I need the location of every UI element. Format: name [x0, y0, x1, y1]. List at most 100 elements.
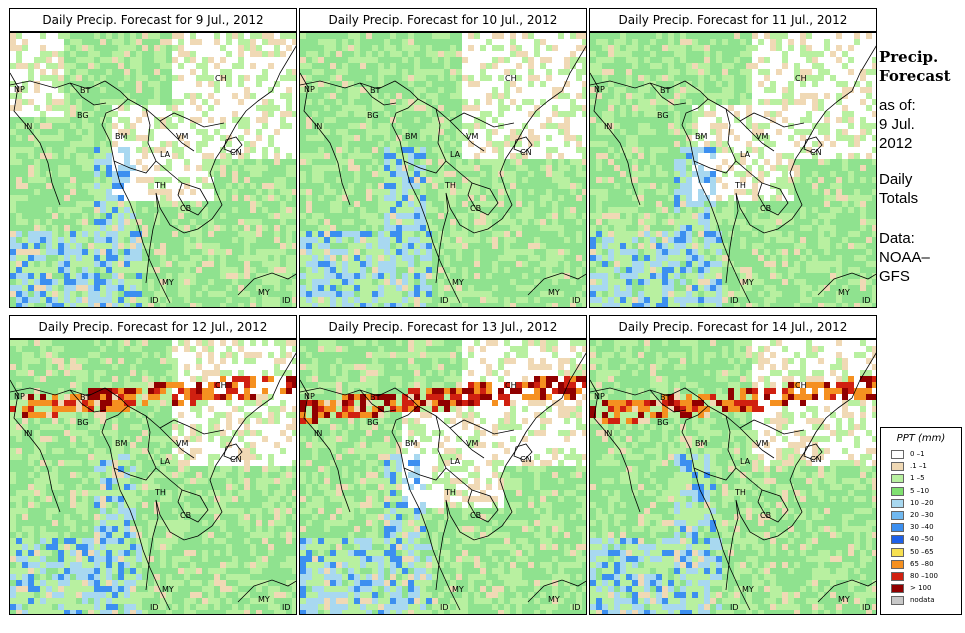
side-data-line2: NOAA–: [879, 249, 930, 266]
country-label-bm: BM: [405, 439, 418, 448]
country-label-vm: VM: [176, 132, 189, 141]
forecast-panel-6: Daily Precip. Forecast for 14 Jul., 2012…: [589, 315, 877, 615]
legend-swatch: [891, 572, 904, 581]
legend-swatch: [891, 584, 904, 594]
forecast-panel-1: Daily Precip. Forecast for 9 Jul., 2012 C…: [9, 8, 297, 308]
precip-map: CH NP BT IN BG BM VM LA TH CB CN MY MY ID ID: [589, 32, 877, 308]
country-label-np: NP: [14, 85, 25, 94]
country-label-id: ID: [440, 603, 449, 612]
legend-item: 50 –65: [891, 547, 959, 558]
side-title-line2: Forecast: [879, 67, 951, 85]
legend-swatch: [891, 535, 904, 545]
legend-swatch: [891, 474, 904, 484]
country-label-vm: VM: [466, 439, 479, 448]
legend-title: PPT (mm): [896, 433, 946, 444]
country-label-cn: CN: [230, 455, 242, 464]
country-label-ch: CH: [795, 74, 807, 83]
country-label-in: IN: [604, 122, 613, 131]
country-label-bt: BT: [660, 393, 671, 402]
coastline-and-borders: [10, 45, 296, 304]
legend-item: 10 –20: [891, 498, 959, 509]
country-label-id: ID: [730, 603, 739, 612]
country-label-th: TH: [155, 488, 166, 497]
legend-label: 1 –5: [910, 474, 925, 483]
precip-map: CH NP BT IN BG BM VM LA TH CB CN MY MY ID ID: [9, 32, 297, 308]
country-label-bg: BG: [367, 111, 379, 120]
country-label-ch: CH: [505, 381, 517, 390]
country-label-bg: BG: [657, 111, 669, 120]
country-label-vm: VM: [756, 132, 769, 141]
country-label-bt: BT: [370, 393, 381, 402]
country-label-la: LA: [740, 457, 751, 466]
country-label-in: IN: [24, 429, 33, 438]
forecast-panel-3: Daily Precip. Forecast for 11 Jul., 2012…: [589, 8, 877, 308]
country-label-cn: CN: [520, 148, 532, 157]
country-label-ch: CH: [215, 381, 227, 390]
country-label-my2: MY: [548, 595, 560, 604]
country-label-th: TH: [445, 181, 456, 190]
country-label-my2: MY: [258, 595, 270, 604]
legend-label: 40 –50: [910, 535, 934, 544]
country-label-bg: BG: [657, 418, 669, 427]
country-label-bm: BM: [115, 439, 128, 448]
coastline-and-borders: [300, 45, 586, 304]
country-label-cb: CB: [180, 511, 192, 520]
forecast-panel-5: Daily Precip. Forecast for 13 Jul., 2012…: [299, 315, 587, 615]
country-label-cb: CB: [760, 204, 772, 213]
country-label-np: NP: [14, 392, 25, 401]
country-label-my: MY: [742, 585, 754, 594]
country-label-cn: CN: [230, 148, 242, 157]
legend-label: 30 –40: [910, 523, 934, 532]
country-label-cb: CB: [180, 204, 192, 213]
country-label-bt: BT: [80, 86, 91, 95]
country-label-cn: CN: [810, 455, 822, 464]
country-label-la: LA: [160, 457, 171, 466]
panel-title: Daily Precip. Forecast for 9 Jul., 2012: [9, 8, 297, 32]
country-label-id: ID: [440, 296, 449, 305]
legend-label: > 100: [910, 584, 932, 593]
legend-item: .1 –1: [891, 462, 959, 472]
precip-map: CH NP BT IN BG BM VM LA TH CB CN MY MY ID ID: [299, 339, 587, 615]
panel-title: Daily Precip. Forecast for 13 Jul., 2012: [299, 315, 587, 339]
country-label-id2: ID: [572, 603, 581, 612]
legend-swatch: [891, 462, 904, 472]
legend-item: > 100: [891, 584, 959, 594]
legend-item: 0 –1: [891, 450, 959, 460]
country-label-bm: BM: [695, 439, 708, 448]
country-label-in: IN: [314, 122, 323, 131]
country-label-bg: BG: [77, 418, 89, 427]
country-label-cb: CB: [470, 204, 482, 213]
legend-item: 40 –50: [891, 535, 959, 545]
country-label-cb: CB: [470, 511, 482, 520]
panel-title: Daily Precip. Forecast for 10 Jul., 2012: [299, 8, 587, 32]
country-label-my: MY: [452, 585, 464, 594]
side-totals-line2: Totals: [879, 190, 919, 207]
country-label-cn: CN: [810, 148, 822, 157]
legend-swatch: [891, 486, 904, 496]
country-label-th: TH: [735, 488, 746, 497]
country-label-id: ID: [150, 603, 159, 612]
country-label-bg: BG: [77, 111, 89, 120]
legend-item: nodata: [891, 596, 959, 606]
country-label-th: TH: [155, 181, 166, 190]
country-label-bt: BT: [80, 393, 91, 402]
side-data: Data: NOAA– GFS: [879, 229, 965, 286]
country-label-la: LA: [450, 457, 461, 466]
country-label-th: TH: [735, 181, 746, 190]
precip-map: CH NP BT IN BG BM VM LA TH CB CN MY MY ID ID: [589, 339, 877, 615]
legend-label: 50 –65: [910, 547, 934, 556]
country-label-id2: ID: [862, 603, 871, 612]
country-label-my: MY: [162, 278, 174, 287]
precip-map: CH NP BT IN BG BM VM LA TH CB CN MY MY ID ID: [299, 32, 587, 308]
country-label-np: NP: [304, 85, 315, 94]
country-label-my2: MY: [838, 288, 850, 297]
legend-item: 30 –40: [891, 523, 959, 533]
country-label-cb: CB: [760, 511, 772, 520]
legend-swatch: [891, 547, 904, 557]
legend-item: 80 –100: [891, 572, 959, 582]
coastline-and-borders: [590, 352, 876, 611]
side-asof-line2: 9 Jul.: [879, 116, 915, 133]
country-label-th: TH: [445, 488, 456, 497]
country-label-my: MY: [162, 585, 174, 594]
side-title: Precip. Forecast: [879, 48, 965, 86]
